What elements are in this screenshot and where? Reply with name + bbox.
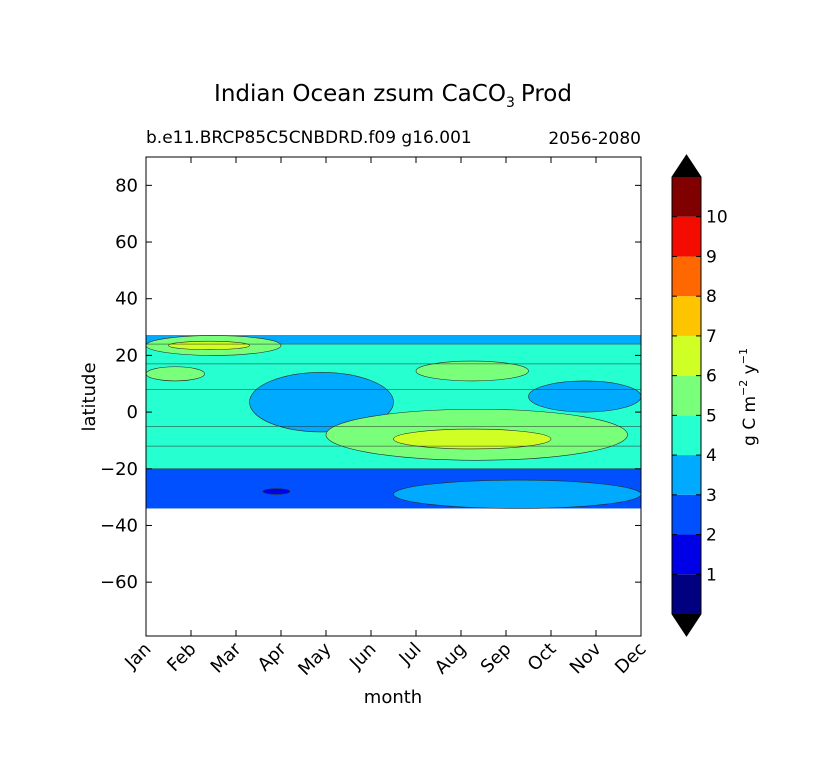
colorbar-segment	[672, 256, 701, 297]
colorbar-tick-label: 6	[706, 367, 717, 387]
colorbar-label-exp2: −1	[737, 348, 750, 364]
x-tick-label: Nov	[566, 638, 606, 678]
colorbar-segment	[672, 455, 701, 495]
contour-feature-8	[393, 479, 641, 509]
x-tick-label: Jan	[120, 639, 155, 674]
x-tick-label: Oct	[524, 639, 561, 676]
y-tick-label: 80	[115, 175, 138, 196]
x-tick-label: Feb	[163, 639, 200, 676]
y-axis-label: latitude	[79, 362, 100, 431]
contour-feature-2	[146, 366, 205, 382]
colorbar-tick-label: 4	[706, 446, 717, 466]
chart-subtitle-left: b.e11.BRCP85C5CNBDRD.f09 g16.001	[146, 128, 472, 148]
contour-feature-3	[415, 360, 529, 382]
colorbar-segment	[672, 177, 701, 217]
contour-feature-5	[528, 380, 641, 413]
contour-band-6	[146, 335, 641, 345]
contour-feature-1	[168, 340, 250, 351]
y-tick-label: −40	[100, 515, 138, 536]
y-tick-label: 60	[115, 232, 138, 253]
contour-feature-4	[249, 372, 394, 433]
colorbar-segment	[672, 574, 701, 614]
y-tick-label: −60	[100, 572, 138, 593]
x-tick-label: Dec	[611, 639, 650, 678]
colorbar-segment	[672, 534, 701, 575]
title-subscript: 3	[506, 95, 515, 111]
x-tick-label: Aug	[431, 639, 471, 679]
contour-feature-7	[393, 428, 552, 450]
colorbar-segment	[672, 375, 701, 416]
contour-feature-9	[262, 488, 291, 495]
y-tick-label: 40	[115, 289, 138, 310]
colorbar-extend-max	[672, 155, 701, 177]
chart-subtitle-right: 2056-2080	[548, 129, 641, 149]
x-tick-label: May	[294, 638, 335, 679]
colorbar-extend-min	[672, 614, 701, 636]
x-tick-label: Jul	[395, 639, 426, 670]
x-tick-label: Mar	[207, 638, 246, 677]
chart-title: Indian Ocean zsum CaCO3 Prod	[214, 81, 572, 111]
x-axis-label: month	[364, 687, 422, 708]
x-tick-label: Sep	[477, 639, 516, 678]
y-tick-label: 0	[127, 402, 138, 423]
contour-field	[146, 335, 641, 509]
colorbar-tick-label: 1	[706, 565, 717, 585]
colorbar: 1 2 3 4 5 6 7 8 9 10	[671, 154, 728, 637]
colorbar-tick-label: 3	[706, 486, 717, 506]
colorbar-segment	[672, 296, 701, 336]
colorbar-label-exp1: −2	[737, 380, 750, 396]
y-tick-label: 20	[115, 345, 138, 366]
colorbar-tick-label: 5	[706, 406, 717, 426]
colorbar-tick-label: 10	[706, 208, 728, 228]
colorbar-tick-label: 7	[706, 327, 717, 347]
colorbar-label: g C m−2 y−1	[737, 348, 760, 446]
colorbar-segment	[672, 415, 701, 456]
y-tick-label: −20	[100, 459, 138, 480]
colorbar-segment	[672, 335, 701, 376]
x-tick-label: Apr	[254, 638, 291, 675]
y-axis: 80 60 40 20 0 −20 −40 −60	[100, 175, 641, 593]
colorbar-tick-label: 2	[706, 526, 717, 546]
colorbar-segment	[672, 216, 701, 257]
plot-area: Jan Feb Mar Apr May Jun Jul Aug Sep Oct Nov Dec 80 6…	[100, 156, 651, 680]
colorbar-segment	[672, 494, 701, 535]
colorbar-outline	[671, 154, 702, 637]
plot-frame	[145, 156, 642, 637]
colorbar-tick-label: 9	[706, 247, 717, 267]
x-tick-label: Jun	[345, 639, 380, 674]
colorbar-tick-label: 8	[706, 287, 717, 307]
